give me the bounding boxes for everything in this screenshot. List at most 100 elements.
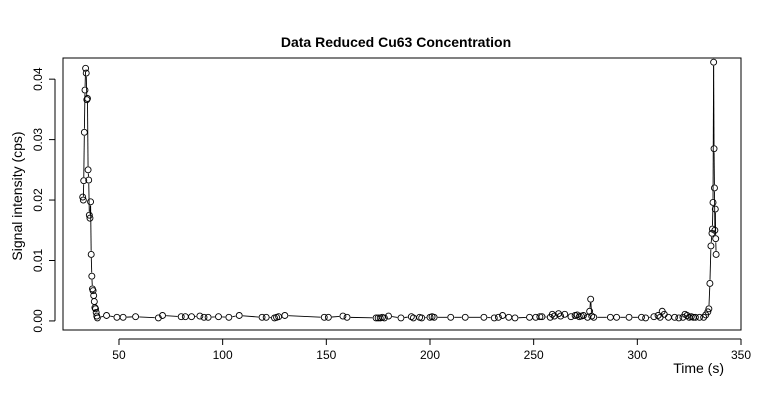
y-tick-label: 0.00	[31, 309, 45, 333]
data-point	[710, 58, 718, 66]
data-point	[82, 69, 90, 77]
data-point	[447, 313, 455, 321]
data-point	[536, 313, 544, 321]
series-layer	[79, 58, 720, 322]
y-axis: 0.00 0.01 0.02 0.03 0.04	[31, 67, 56, 333]
data-point	[119, 313, 127, 321]
data-point	[343, 313, 351, 321]
series-segment	[100, 315, 104, 318]
data-point	[711, 184, 718, 192]
x-tick-label: 150	[316, 348, 336, 362]
data-point	[642, 314, 650, 322]
series-segment	[288, 315, 321, 318]
series-segment	[232, 315, 236, 318]
data-point	[650, 313, 658, 321]
data-point	[499, 312, 507, 319]
data-point	[711, 205, 719, 213]
data-point	[324, 313, 332, 321]
data-point	[538, 313, 546, 321]
data-point	[84, 166, 92, 174]
data-point	[511, 314, 519, 322]
data-point	[409, 314, 417, 322]
data-point	[505, 313, 513, 321]
data-point	[638, 313, 645, 321]
series-segment	[90, 205, 92, 251]
data-point	[625, 313, 633, 321]
data-point	[613, 313, 621, 321]
data-point	[92, 305, 100, 313]
series-segment	[139, 316, 155, 319]
data-point	[235, 312, 243, 319]
data-point	[85, 211, 93, 219]
x-tick-label: 200	[420, 348, 440, 362]
y-tick-label: 0.01	[31, 248, 45, 272]
data-point	[711, 226, 719, 234]
y-tick-label: 0.04	[31, 67, 45, 91]
data-point	[480, 313, 488, 321]
x-axis: 50 100 150 200 250 300 350	[112, 338, 751, 362]
data-point	[397, 314, 405, 322]
data-point	[87, 250, 95, 258]
x-axis-label: Time (s)	[673, 360, 724, 376]
x-tick-label: 50	[112, 348, 126, 362]
data-point	[707, 242, 715, 250]
data-point	[181, 313, 189, 321]
data-point	[590, 313, 598, 321]
data-point	[339, 312, 347, 320]
data-point	[418, 314, 426, 322]
data-point	[675, 314, 683, 322]
data-point	[526, 313, 533, 321]
data-point	[494, 313, 502, 321]
data-point	[709, 199, 717, 206]
data-point	[557, 312, 565, 320]
data-point	[177, 313, 185, 321]
data-point	[215, 313, 222, 321]
data-point	[705, 305, 713, 313]
data-point	[196, 312, 204, 320]
data-point	[225, 313, 233, 321]
series-segment	[110, 315, 114, 318]
data-point	[88, 272, 96, 280]
data-point	[87, 198, 95, 206]
data-point	[664, 313, 672, 321]
data-point	[80, 177, 88, 185]
data-point	[704, 308, 712, 316]
y-tick-label: 0.02	[31, 188, 45, 212]
data-point	[461, 313, 469, 321]
x-tick-label: 350	[731, 348, 751, 362]
series-segment	[709, 249, 712, 280]
data-point	[712, 235, 720, 243]
data-point	[93, 314, 101, 322]
data-point	[587, 295, 595, 303]
data-point	[567, 313, 575, 321]
series-segment	[331, 315, 340, 318]
data-point	[430, 313, 438, 321]
data-point	[561, 310, 569, 318]
data-point	[579, 312, 587, 319]
data-point	[712, 250, 720, 258]
data-point	[79, 196, 87, 204]
series-segment	[590, 302, 592, 313]
data-point	[86, 214, 94, 222]
data-point	[320, 313, 328, 321]
data-point	[90, 298, 98, 306]
data-point	[606, 313, 614, 321]
data-point	[159, 312, 166, 319]
series-segment	[392, 316, 398, 318]
data-point	[691, 313, 699, 321]
data-point	[671, 313, 679, 321]
y-tick-label: 0.03	[31, 128, 45, 152]
data-point	[490, 314, 498, 322]
data-point	[710, 145, 718, 153]
data-point	[200, 313, 208, 321]
data-point	[79, 193, 87, 201]
data-point	[103, 312, 110, 319]
data-point	[262, 313, 270, 321]
data-point	[132, 313, 140, 321]
x-tick-label: 100	[213, 348, 233, 362]
data-point	[85, 176, 93, 184]
series-segment	[242, 315, 259, 318]
data-point	[683, 312, 691, 319]
data-point	[385, 312, 392, 320]
